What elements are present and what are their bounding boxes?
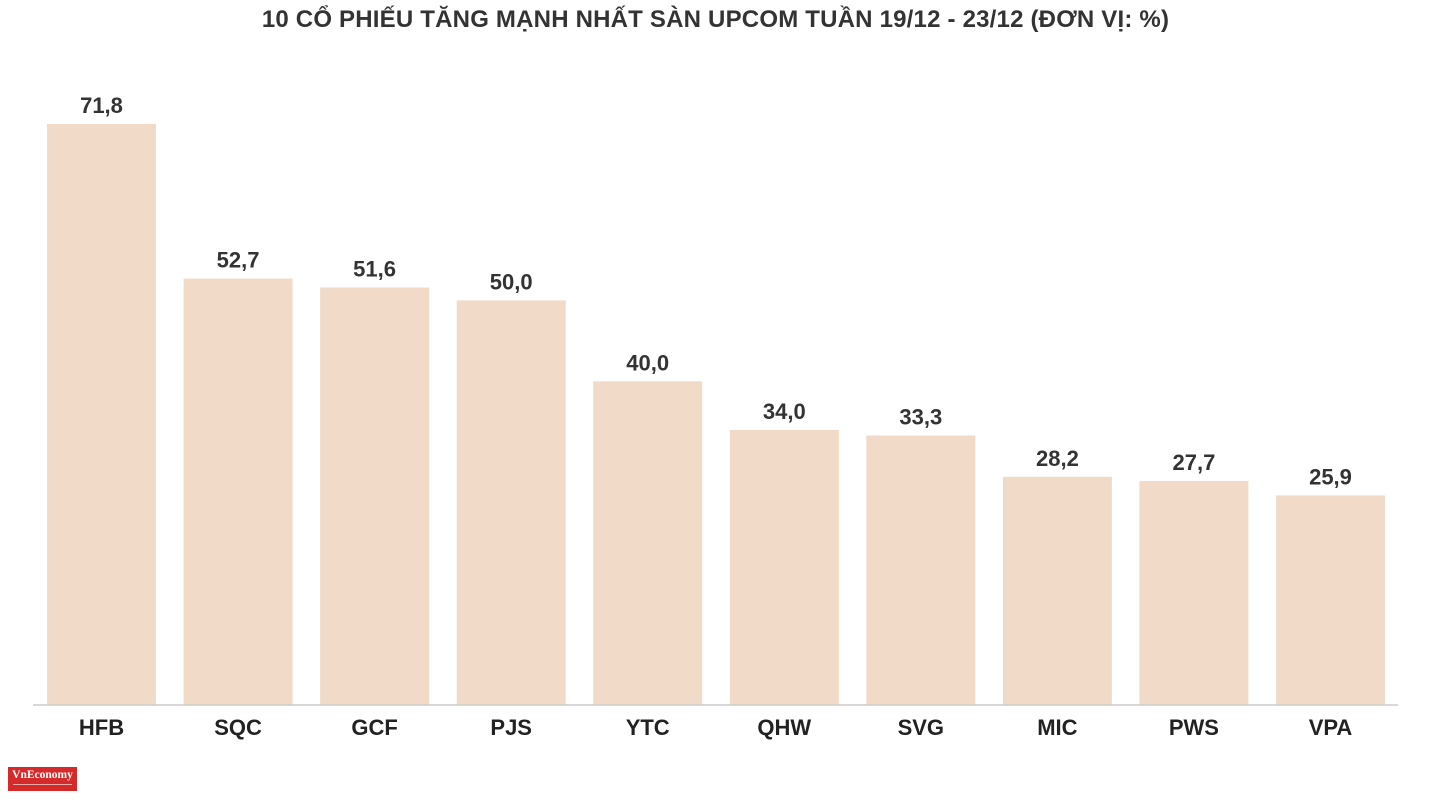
vneconomy-logo: VnEconomy xyxy=(8,767,77,791)
value-label-pjs: 50,0 xyxy=(490,269,533,294)
bar-qhw xyxy=(729,429,839,705)
bar-gcf xyxy=(320,287,430,705)
bar-mic xyxy=(1002,476,1112,705)
value-label-sqc: 52,7 xyxy=(217,248,260,273)
bar-pws xyxy=(1139,480,1249,705)
tick-label-pws: PWS xyxy=(1169,715,1219,740)
chart-title: 10 CỔ PHIẾU TĂNG MẠNH NHẤT SÀN UPCOM TUẦ… xyxy=(261,6,1170,33)
logo-text: VnEconomy xyxy=(12,769,73,781)
labels-layer: 71,8 52,7 51,6 50,0 40,0 34,0 33,3 28,2 27,7 25,9 xyxy=(80,93,1352,489)
tick-label-qhw: QHW xyxy=(757,715,811,740)
bars-layer xyxy=(47,124,1385,705)
bar-sqc xyxy=(183,278,293,705)
bar-vpa xyxy=(1276,495,1385,705)
tick-label-sqc: SQC xyxy=(214,715,262,740)
value-label-vpa: 25,9 xyxy=(1309,464,1352,489)
tick-label-ytc: YTC xyxy=(626,715,670,740)
tick-label-svg: SVG xyxy=(898,715,944,740)
bar-pjs xyxy=(456,300,566,705)
value-label-ytc: 40,0 xyxy=(626,350,669,375)
tick-label-gcf: GCF xyxy=(351,715,397,740)
value-label-hfb: 71,8 xyxy=(80,93,123,118)
value-label-qhw: 34,0 xyxy=(763,399,806,424)
value-label-gcf: 51,6 xyxy=(353,257,396,282)
bar-svg xyxy=(866,435,976,705)
bar-ytc xyxy=(593,381,703,705)
x-axis-ticks: HFB SQC GCF PJS YTC QHW SVG MIC PWS VPA xyxy=(79,715,1353,740)
tick-label-pjs: PJS xyxy=(490,715,532,740)
tick-label-mic: MIC xyxy=(1037,715,1077,740)
tick-label-vpa: VPA xyxy=(1309,715,1353,740)
tick-label-hfb: HFB xyxy=(79,715,124,740)
value-label-mic: 28,2 xyxy=(1036,446,1079,471)
bar-hfb xyxy=(47,124,156,705)
value-label-svg: 33,3 xyxy=(899,405,942,430)
value-label-pws: 27,7 xyxy=(1172,450,1215,475)
